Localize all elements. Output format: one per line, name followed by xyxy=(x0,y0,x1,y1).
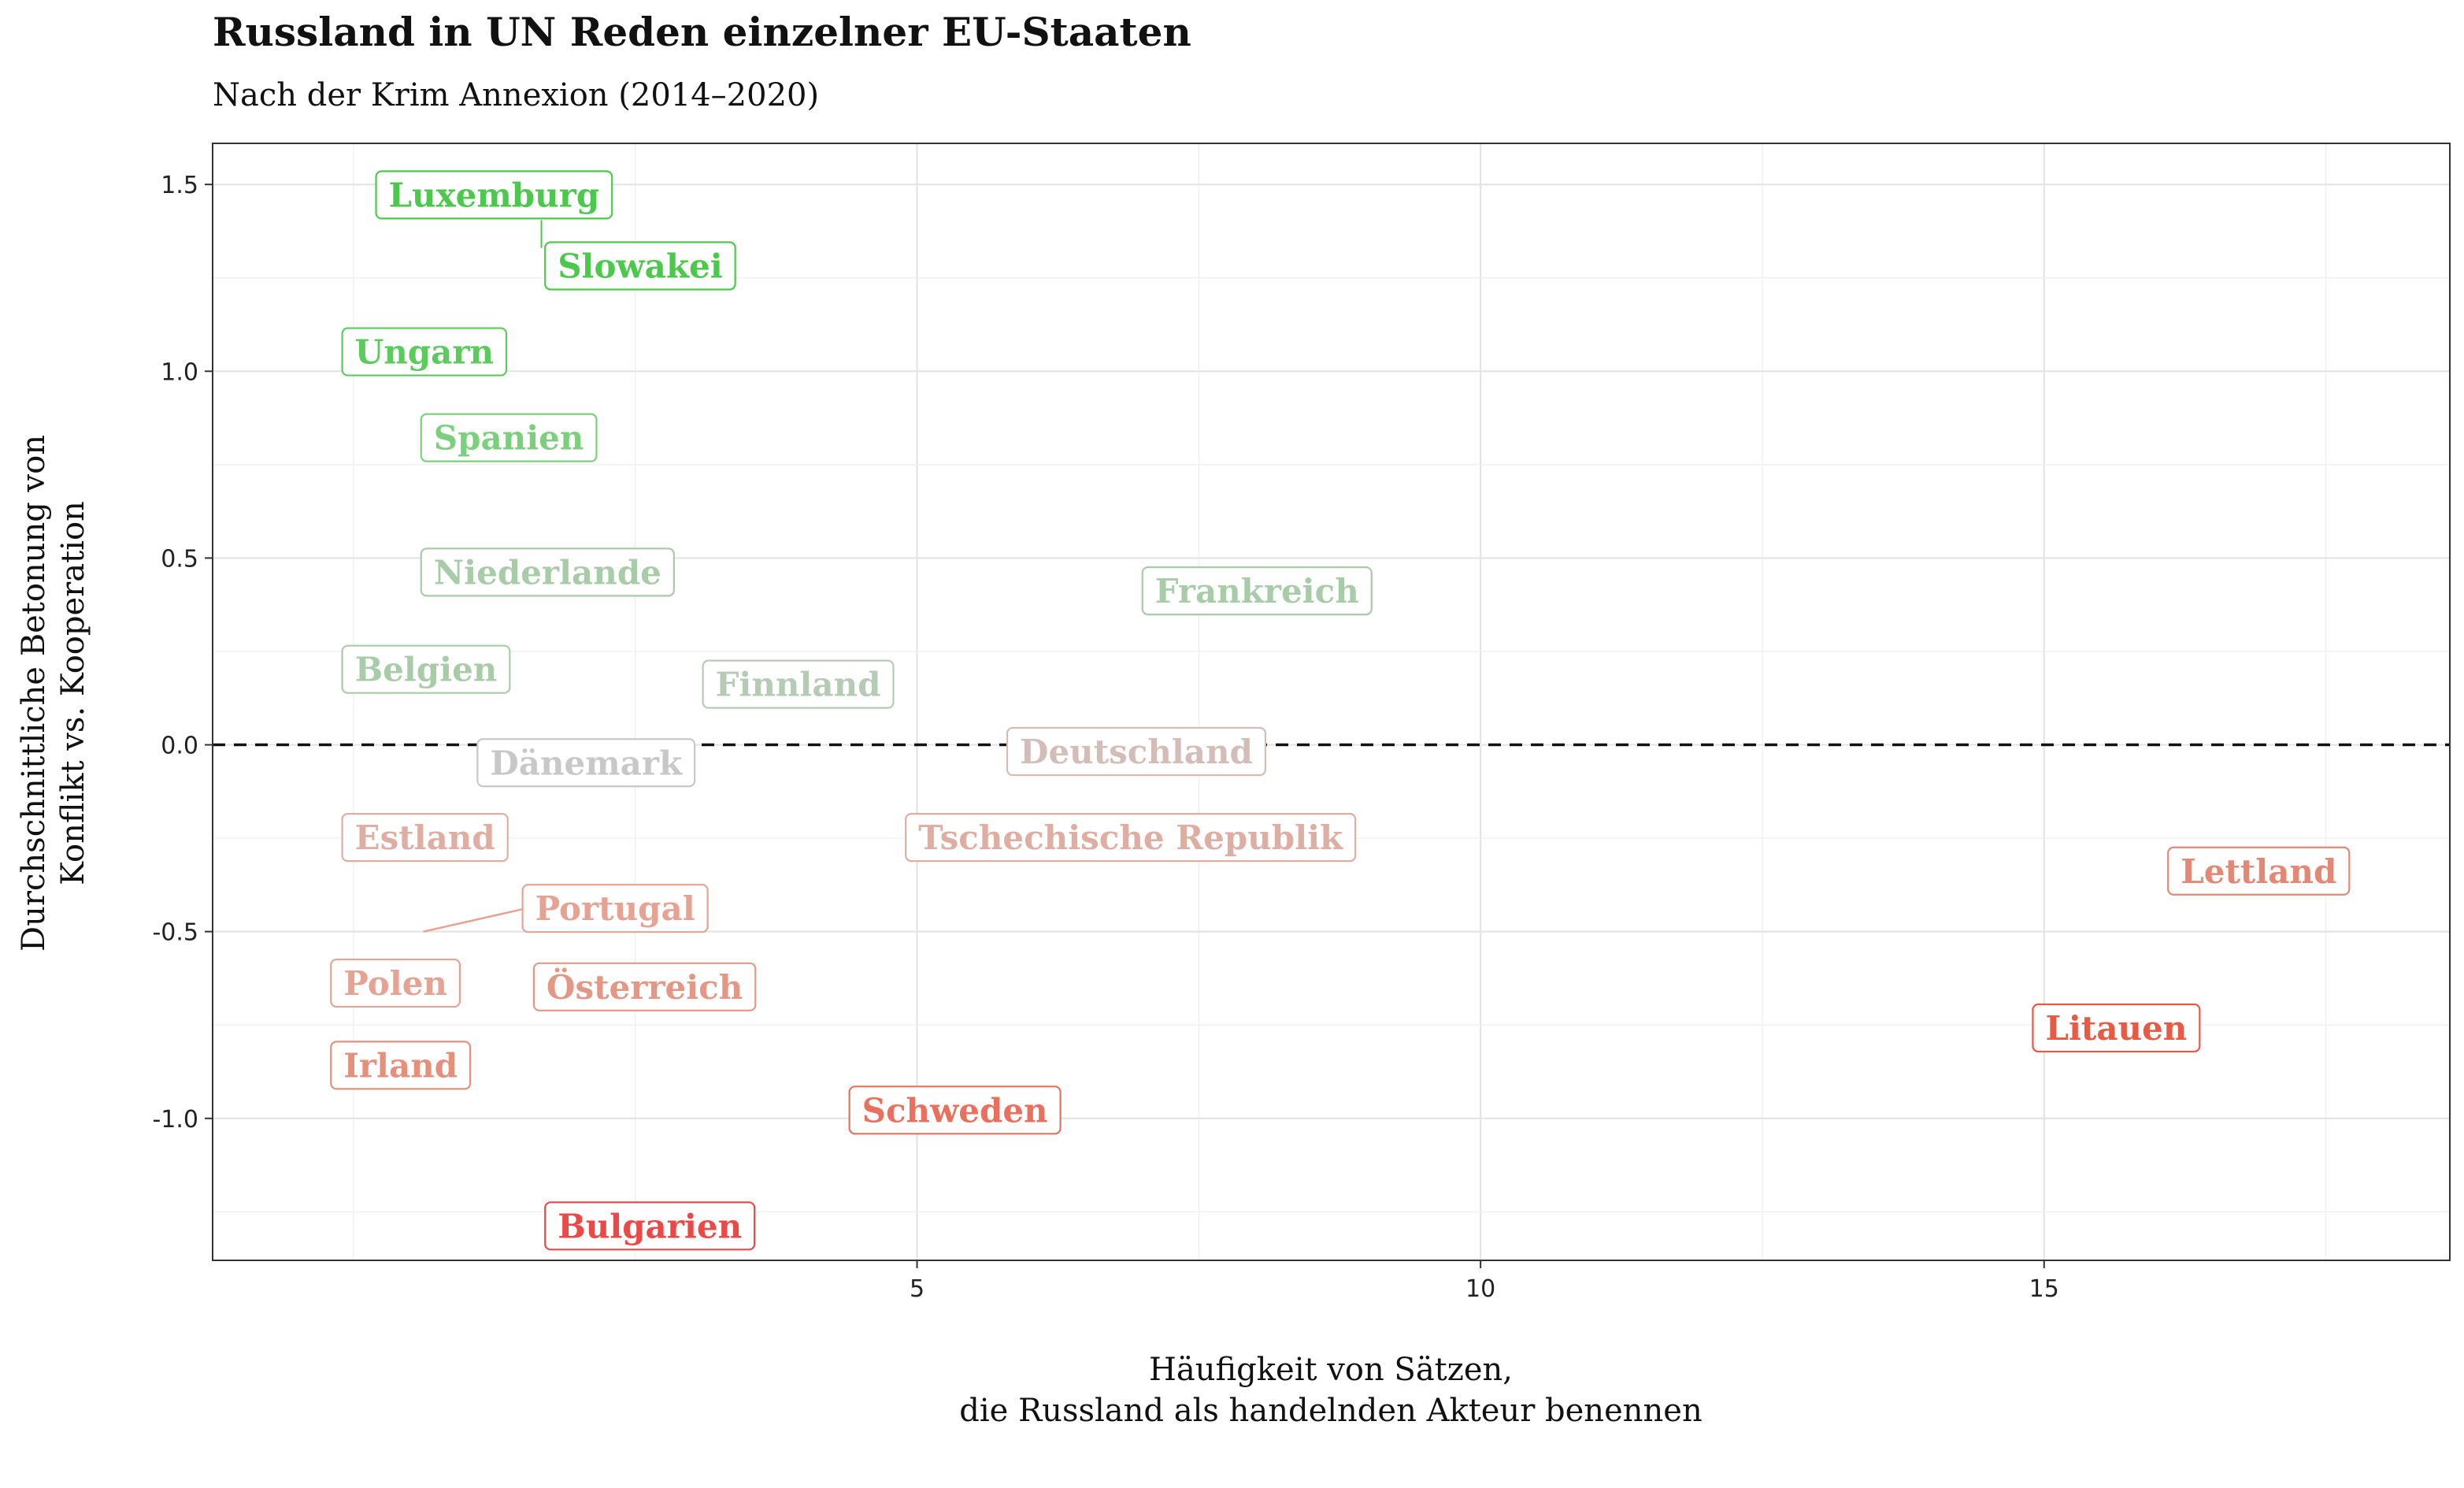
point-label-box xyxy=(420,413,598,462)
point-label-box xyxy=(375,170,613,220)
point-label-text: Irland xyxy=(343,1046,458,1085)
point-label--sterreich: Österreich xyxy=(532,962,757,1011)
point-label-text: Frankreich xyxy=(1155,572,1359,610)
point-label-text: Spanien xyxy=(434,419,584,458)
y-tick-label: 1.5 xyxy=(161,172,198,199)
point-label-box xyxy=(341,644,511,694)
point-label-text: Tschechische Republik xyxy=(918,818,1343,857)
point-label-text: Deutschland xyxy=(1020,733,1253,771)
point-label-belgien: Belgien xyxy=(341,644,511,694)
point-label-box xyxy=(521,884,709,933)
x-axis-title-line-2: die Russland als handelnden Akteur benen… xyxy=(959,1393,1702,1429)
chart-title: Russland in UN Reden einzelner EU-Staate… xyxy=(213,9,1191,55)
y-axis-title-line-2: Konflikt vs. Kooperation xyxy=(55,501,91,885)
x-axis-ticks: 5 10 15 xyxy=(910,1260,2059,1303)
point-label-text: Bulgarien xyxy=(558,1207,742,1245)
plot-panel-background xyxy=(213,143,2450,1260)
y-tick-label: 0.5 xyxy=(161,545,198,573)
point-label-box xyxy=(330,1041,472,1090)
y-axis-title-line-1: Durchschnittliche Betonung von xyxy=(16,435,52,952)
leader-line-portugal xyxy=(423,907,523,933)
point-label-luxemburg: Luxemburg xyxy=(375,170,613,220)
point-label-text: Portugal xyxy=(535,889,695,928)
point-label-box xyxy=(2167,846,2351,896)
point-label-box xyxy=(702,659,895,709)
x-tick-label: 5 xyxy=(910,1275,924,1303)
point-label-box xyxy=(2032,1003,2201,1053)
point-label-polen: Polen xyxy=(330,958,461,1008)
point-label-text: Belgien xyxy=(355,651,498,689)
point-label-irland: Irland xyxy=(330,1041,472,1090)
point-label-d-nemark: Dänemark xyxy=(476,738,696,788)
point-label-bulgarien: Bulgarien xyxy=(544,1201,756,1251)
point-label-text: Estland xyxy=(355,818,495,857)
point-label-box xyxy=(341,813,509,863)
point-label-box xyxy=(544,241,736,291)
point-label-box xyxy=(341,327,508,377)
point-label-text: Polen xyxy=(343,964,447,1003)
point-label-text: Slowakei xyxy=(558,247,722,286)
y-tick-label: 0.0 xyxy=(161,733,198,760)
point-label-schweden: Schweden xyxy=(848,1085,1062,1135)
point-labels: Luxemburg Slowakei Ungarn Spanien Niederland… xyxy=(330,170,2351,1251)
point-label-box xyxy=(476,738,696,788)
y-tick-label: -0.5 xyxy=(152,919,198,947)
chart-subtitle: Nach der Krim Annexion (2014–2020) xyxy=(213,77,819,113)
point-label-text: Litauen xyxy=(2045,1009,2187,1048)
point-label-niederlande: Niederlande xyxy=(420,547,675,597)
point-label-deutschland: Deutschland xyxy=(1006,726,1267,777)
x-axis-title-line-1: Häufigkeit von Sätzen, xyxy=(1149,1352,1513,1388)
point-label-frankreich: Frankreich xyxy=(1141,566,1373,616)
plot-panel-border xyxy=(212,143,2451,1261)
point-label-box xyxy=(1141,566,1373,616)
point-label-text: Ungarn xyxy=(355,333,494,372)
point-label-box xyxy=(905,813,1357,863)
point-label-text: Niederlande xyxy=(434,553,661,592)
point-label-box xyxy=(532,962,757,1011)
point-label-estland: Estland xyxy=(341,813,509,863)
y-tick-label: -1.0 xyxy=(152,1106,198,1134)
point-label-ungarn: Ungarn xyxy=(341,327,508,377)
point-label-text: Schweden xyxy=(862,1091,1048,1130)
point-label-spanien: Spanien xyxy=(420,413,598,462)
point-label-text: Dänemark xyxy=(490,744,683,782)
x-tick-label: 10 xyxy=(1465,1275,1495,1303)
point-label-box xyxy=(1006,726,1267,777)
point-label-text: Lettland xyxy=(2181,852,2336,891)
x-tick-label: 15 xyxy=(2029,1275,2059,1303)
point-label-box xyxy=(544,1201,756,1251)
point-label-lettland: Lettland xyxy=(2167,846,2351,896)
point-label-box xyxy=(848,1085,1062,1135)
point-label-slowakei: Slowakei xyxy=(544,241,736,291)
point-label-finnland: Finnland xyxy=(702,659,895,709)
point-label-tschechische-republik: Tschechische Republik xyxy=(905,813,1357,863)
point-label-box xyxy=(420,547,675,597)
y-tick-label: 1.0 xyxy=(161,358,198,386)
y-axis-ticks: -1.0 -0.5 0.0 0.5 1.0 1.5 xyxy=(152,172,213,1134)
point-label-text: Österreich xyxy=(547,967,743,1007)
grid-lines xyxy=(213,143,2450,1260)
point-label-text: Finnland xyxy=(716,666,881,704)
point-label-box xyxy=(330,958,461,1008)
point-label-portugal: Portugal xyxy=(521,884,709,933)
point-label-text: Luxemburg xyxy=(389,176,600,214)
point-label-litauen: Litauen xyxy=(2032,1003,2201,1053)
